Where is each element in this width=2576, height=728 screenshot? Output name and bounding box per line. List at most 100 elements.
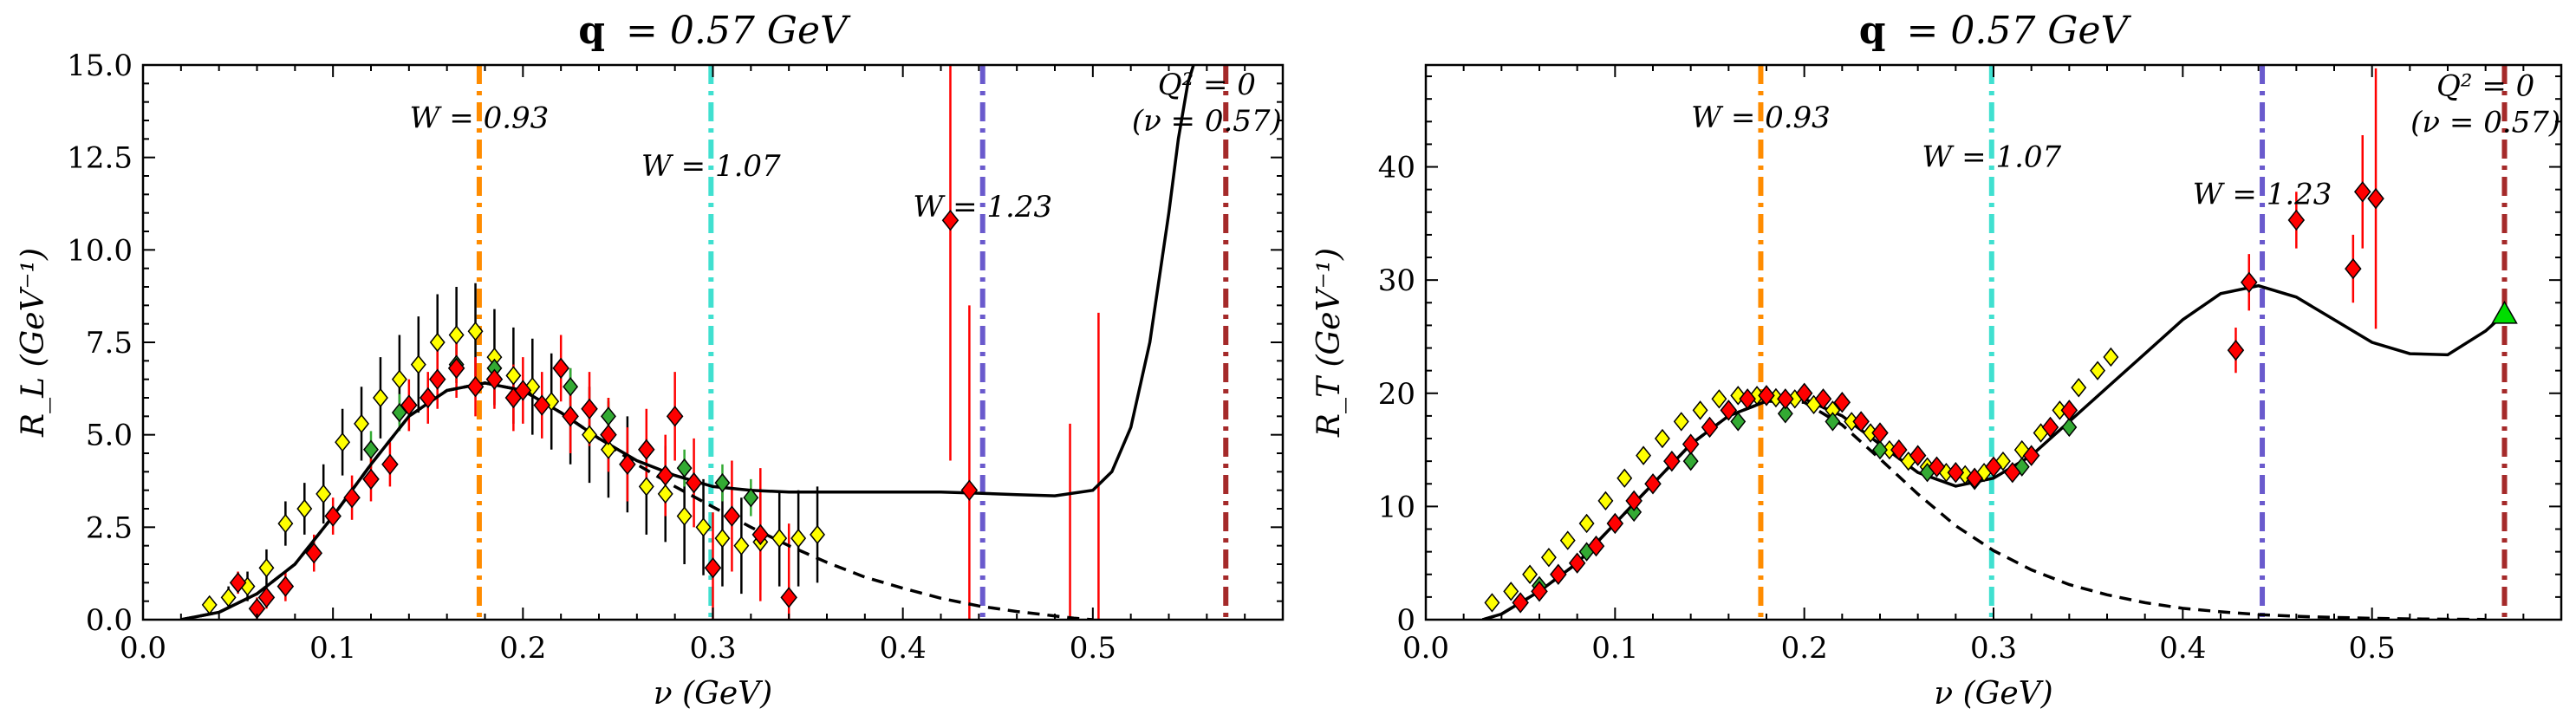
left-series-2-point-24 [656, 465, 674, 486]
left-series-0-point-14 [467, 321, 484, 341]
panel-right-title-q: q [1859, 9, 1886, 53]
right-series-2-point-21 [1909, 445, 1927, 466]
right-series-1-point-6 [1825, 412, 1841, 432]
right-series-0-point-2 [1522, 564, 1538, 584]
left-series-0-point-3 [258, 558, 275, 578]
left-series-2-point-6 [343, 486, 361, 509]
left-series-2-point-20 [581, 398, 598, 420]
right-series-0-point-31 [2071, 378, 2087, 398]
left-series-2-point-11 [428, 368, 446, 390]
left-series-0-point-7 [335, 432, 351, 452]
left-xtick-label-5: 0.5 [1070, 631, 1116, 666]
left-series-0-point-9 [372, 387, 388, 408]
left-series-2-point-23 [638, 439, 655, 460]
right-series-2-point-22 [1928, 456, 1946, 478]
right-series-0-point-9 [1654, 428, 1670, 449]
right-series-0-point-1 [1503, 582, 1519, 601]
right-series-3-point-0 [2491, 300, 2518, 324]
left-series-1-point-4 [563, 376, 579, 397]
left-series-2-point-9 [400, 394, 418, 416]
right-ytick-label-1: 10 [1378, 490, 1415, 524]
right-series-1-point-2 [1626, 502, 1643, 523]
right-ytick-label-2: 20 [1378, 377, 1415, 412]
right-series-2-point-26 [2004, 462, 2021, 484]
left-curve-dashed [180, 381, 1093, 620]
right-series-2-point-3 [1568, 552, 1586, 574]
right-series-0-point-4 [1559, 530, 1576, 550]
panel-left-title-q: q [578, 9, 605, 53]
left-series-0-point-31 [790, 528, 807, 549]
right-series-2-point-5 [1606, 512, 1624, 535]
left-ytick-label-6: 15.0 [67, 49, 133, 83]
right-xtick-label-2: 0.2 [1781, 631, 1828, 666]
left-xtick-label-3: 0.3 [689, 631, 736, 666]
right-series-2-point-11 [1720, 400, 1738, 421]
left-series-2-point-8 [381, 453, 399, 476]
right-series-2-point-30 [2227, 339, 2245, 361]
right-ytick-label-0: 0 [1396, 603, 1415, 638]
left-xtick-label-4: 0.4 [880, 631, 927, 666]
panel-left-title: q = 0.57 GeV [578, 9, 851, 53]
right-series-1-point-11 [2061, 417, 2078, 438]
right-series-0-point-3 [1540, 547, 1557, 568]
left-series-0-point-0 [201, 595, 218, 615]
right-series-2-point-33 [2345, 257, 2362, 280]
left-xtick-label-0: 0.0 [120, 631, 166, 666]
right-series-0-point-6 [1597, 491, 1614, 511]
left-series-1-point-0 [363, 439, 379, 459]
right-series-0-point-11 [1692, 400, 1708, 420]
left-ytick-label-1: 2.5 [86, 510, 133, 545]
panel-right-title-rest: = 0.57 GeV [1906, 9, 2131, 53]
left-series-2-point-32 [960, 479, 979, 501]
panel-right: q = 0.57 GeV ν (GeV) R_T (GeV⁻¹) 0.0 0.1 0… [1311, 9, 2563, 712]
right-series-2-point-35 [2367, 187, 2384, 210]
left-ytick-label-5: 12.5 [67, 141, 133, 176]
right-series-2-point-32 [2287, 209, 2306, 231]
right-series-1-point-5 [1777, 404, 1793, 424]
left-series-2-point-12 [447, 357, 465, 380]
left-curve-solid [180, 65, 1195, 620]
right-series-1-point-3 [1682, 451, 1699, 471]
left-series-0-point-20 [582, 425, 598, 445]
right-xtick-label-0: 0.0 [1402, 631, 1449, 666]
left-series-0-point-23 [638, 477, 654, 497]
panel-left: q = 0.57 GeV ν (GeV) R_L (GeV⁻¹) 0.0 0.1 0… [16, 9, 1285, 712]
panel-left-xlabel: ν (GeV) [654, 676, 772, 712]
left-series-1-point-8 [743, 487, 759, 508]
left-series-0-point-12 [429, 332, 446, 353]
left-series-2-point-17 [533, 394, 551, 416]
left-xtick-label-1: 0.1 [309, 631, 356, 666]
right-series-2-point-1 [1531, 581, 1548, 602]
left-series-2-point-28 [723, 505, 741, 527]
left-xtick-label-2: 0.2 [499, 631, 546, 666]
left-vline-label-2: W = 1.23 [913, 190, 1052, 224]
right-series-2-point-9 [1682, 433, 1700, 455]
left-series-2-point-19 [562, 406, 579, 427]
left-series-0-point-16 [505, 366, 522, 386]
left-series-0-point-30 [771, 528, 788, 549]
left-series-2-point-30 [780, 587, 797, 608]
right-series-2-point-2 [1550, 563, 1567, 585]
right-xtick-label-1: 0.1 [1591, 631, 1638, 666]
left-series-0-point-27 [714, 528, 731, 549]
right-series-2-point-23 [1947, 462, 1965, 484]
panel-left-ylabel: R_L (GeV⁻¹) [16, 248, 51, 438]
right-series-2-point-4 [1587, 535, 1605, 557]
left-series-2-point-5 [324, 505, 342, 527]
right-vline-label-2: W = 1.23 [2193, 178, 2332, 212]
left-ytick-label-0: 0.0 [86, 603, 133, 638]
panel-left-title-rest: = 0.57 GeV [626, 9, 851, 53]
right-xtick-label-3: 0.3 [1970, 631, 2017, 666]
right-series-1-point-7 [1872, 439, 1888, 460]
left-series-1-point-7 [714, 472, 731, 493]
left-vline-label2-3: (ν = 0.57) [1132, 104, 1282, 139]
right-series-2-point-19 [1871, 422, 1889, 444]
right-series-2-point-8 [1663, 450, 1681, 472]
left-series-0-point-21 [600, 439, 616, 459]
left-series-0-point-5 [296, 498, 313, 519]
left-series-2-point-4 [305, 542, 323, 564]
panel-right-title: q = 0.57 GeV [1859, 9, 2132, 53]
right-vline-label-3: Q² = 0 [2436, 68, 2534, 103]
right-series-2-point-10 [1701, 416, 1719, 439]
